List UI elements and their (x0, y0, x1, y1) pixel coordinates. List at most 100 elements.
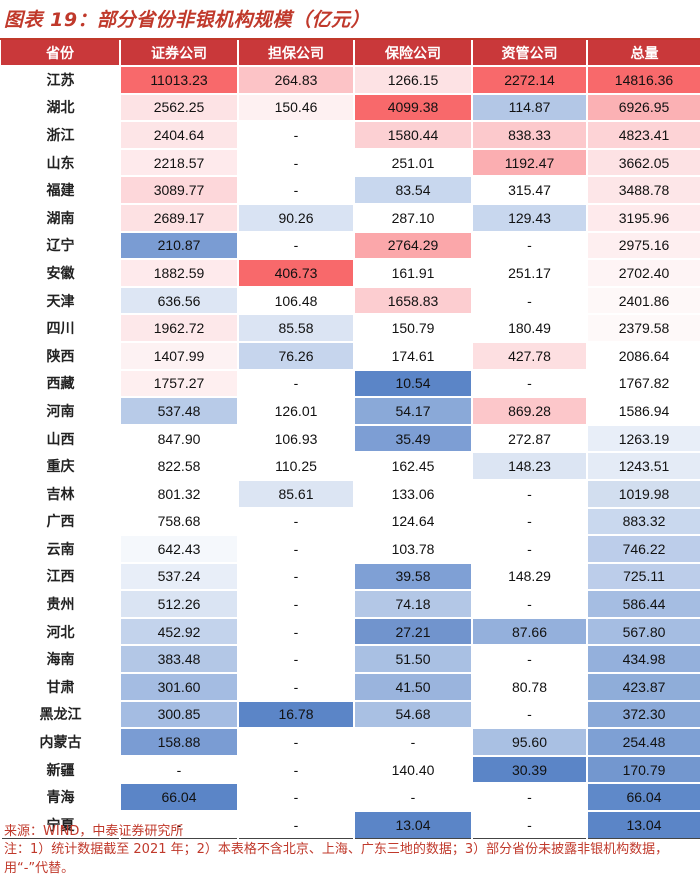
cell-securities: 636.56 (119, 285, 239, 316)
table-row: 浙江 2404.64-1580.44 838.33 4823.41 (0, 120, 700, 150)
table-row: 广西 758.68-124.64-883.32 (0, 506, 700, 537)
table-row: 内蒙古 158.88- -95.60 254.48 (0, 727, 700, 757)
cell-securities: 452.92 (119, 616, 239, 647)
table-row: 宁夏 - -13.04-13.04 (0, 810, 700, 839)
cell-asset-management: - (471, 478, 588, 509)
cell-province: 广西 (0, 506, 121, 537)
cell-asset-management: 87.66 (471, 616, 588, 647)
cell-securities: 512.26 (119, 589, 239, 619)
cell-total: 6926.95 (586, 92, 700, 123)
cell-total: 2401.86 (586, 285, 700, 316)
table-row: 江苏 11013.23 264.83 1266.15 2272.14 14816.36 (0, 65, 700, 95)
cell-asset-management: 251.17 (471, 258, 588, 288)
table-row: 山西 847.90 106.93 35.49 272.87 1263.19 (0, 423, 700, 454)
cell-province: 甘肃 (0, 672, 121, 702)
cell-insurance: - (353, 727, 473, 757)
title-rule (0, 38, 700, 40)
cell-guarantee: 264.83 (237, 65, 355, 95)
cell-securities: 758.68 (119, 506, 239, 537)
cell-asset-management: - (471, 230, 588, 261)
cell-guarantee: 76.26 (237, 340, 355, 371)
cell-guarantee: - (237, 782, 355, 813)
cell-guarantee: 16.78 (237, 699, 355, 730)
cell-securities: 383.48 (119, 644, 239, 675)
cell-insurance: - (353, 782, 473, 813)
cell-total: 1767.82 (586, 368, 700, 399)
cell-province: 黑龙江 (0, 699, 121, 730)
cell-asset-management: 30.39 (471, 754, 588, 785)
cell-province: 内蒙古 (0, 727, 121, 757)
table-row: 西藏 1757.27-10.54-1767.82 (0, 368, 700, 399)
cell-province: 西藏 (0, 368, 121, 399)
cell-total: 2086.64 (586, 340, 700, 371)
cell-guarantee: - (237, 120, 355, 150)
cell-total: 170.79 (586, 754, 700, 785)
cell-total: 1263.19 (586, 423, 700, 454)
footnote: 注：1）统计数据截至 2021 年；2）本表格不含北京、上海、广东三地的数据；3… (4, 842, 669, 876)
cell-securities: 642.43 (119, 534, 239, 564)
cell-securities: 11013.23 (119, 65, 239, 95)
cell-province: 福建 (0, 175, 121, 205)
source-note: 来源：WIND，中泰证券研究所 (4, 824, 184, 839)
cell-guarantee: - (237, 230, 355, 261)
cell-asset-management: - (471, 506, 588, 537)
cell-securities: 537.48 (119, 396, 239, 426)
table-row: 辽宁 210.87-2764.29-2975.16 (0, 230, 700, 261)
cell-guarantee: - (237, 147, 355, 178)
cell-province: 山东 (0, 147, 121, 178)
cell-asset-management: 838.33 (471, 120, 588, 150)
table-row: 吉林 801.32 85.61 133.06-1019.98 (0, 478, 700, 509)
cell-asset-management: - (471, 699, 588, 730)
cell-insurance: 1266.15 (353, 65, 473, 95)
table-row: 青海 66.04- - -66.04 (0, 782, 700, 813)
cell-province: 重庆 (0, 451, 121, 481)
cell-securities: - (119, 754, 239, 785)
cell-guarantee: - (237, 506, 355, 537)
cell-guarantee: 106.48 (237, 285, 355, 316)
cell-insurance: 51.50 (353, 644, 473, 675)
table-row: 云南 642.43-103.78-746.22 (0, 534, 700, 564)
cell-insurance: 1658.83 (353, 285, 473, 316)
cell-province: 湖南 (0, 202, 121, 233)
cell-asset-management: - (471, 589, 588, 619)
cell-insurance: 150.79 (353, 313, 473, 343)
cell-province: 湖北 (0, 92, 121, 123)
cell-securities: 158.88 (119, 727, 239, 757)
cell-insurance: 13.04 (353, 810, 473, 839)
cell-guarantee: 150.46 (237, 92, 355, 123)
header-total: 总量 (587, 40, 700, 66)
cell-insurance: 4099.38 (353, 92, 473, 123)
cell-insurance: 83.54 (353, 175, 473, 205)
cell-securities: 1962.72 (119, 313, 239, 343)
cell-securities: 300.85 (119, 699, 239, 730)
cell-securities: 1407.99 (119, 340, 239, 371)
cell-total: 725.11 (586, 561, 700, 592)
table-row: 湖南 2689.17 90.26 287.10 129.43 3195.96 (0, 202, 700, 233)
cell-total: 3195.96 (586, 202, 700, 233)
non-bank-institution-table: 省份 证券公司 担保公司 保险公司 资管公司 总量 江苏 11013.23 264.… (0, 40, 700, 839)
table-row: 河北 452.92-27.21 87.66 567.80 (0, 616, 700, 647)
cell-province: 江苏 (0, 65, 121, 95)
cell-total: 2379.58 (586, 313, 700, 343)
cell-securities: 210.87 (119, 230, 239, 261)
cell-total: 66.04 (586, 782, 700, 813)
cell-province: 陕西 (0, 340, 121, 371)
table-row: 河南 537.48 126.01 54.17 869.28 1586.94 (0, 396, 700, 426)
cell-securities: 66.04 (119, 782, 239, 813)
cell-guarantee: 90.26 (237, 202, 355, 233)
cell-asset-management: 869.28 (471, 396, 588, 426)
cell-province: 辽宁 (0, 230, 121, 261)
cell-securities: 1757.27 (119, 368, 239, 399)
cell-total: 3662.05 (586, 147, 700, 178)
table-row: 甘肃 301.60-41.50 80.78 423.87 (0, 672, 700, 702)
table-row: 陕西 1407.99 76.26 174.61 427.78 2086.64 (0, 340, 700, 371)
cell-province: 江西 (0, 561, 121, 592)
table-row: 安徽 1882.59 406.73 161.91 251.17 2702.40 (0, 258, 700, 288)
cell-guarantee: 106.93 (237, 423, 355, 454)
cell-guarantee: 85.58 (237, 313, 355, 343)
cell-securities: 847.90 (119, 423, 239, 454)
cell-insurance: 54.68 (353, 699, 473, 730)
table-body: 江苏 11013.23 264.83 1266.15 2272.14 14816.36 湖北… (0, 65, 700, 839)
cell-guarantee: - (237, 616, 355, 647)
header-insurance: 保险公司 (354, 40, 473, 66)
